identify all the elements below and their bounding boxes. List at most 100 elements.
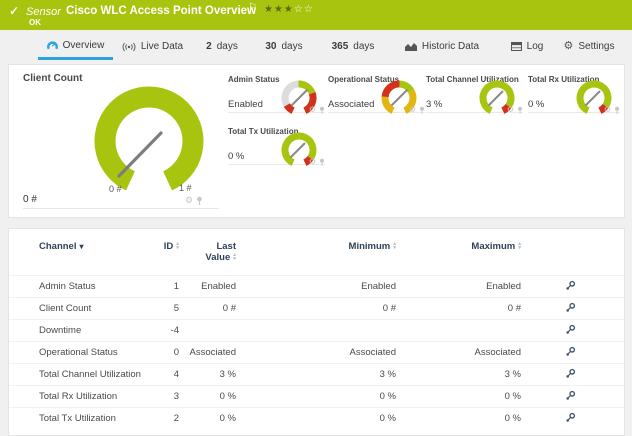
channel-id: 3: [173, 391, 179, 402]
tab-label: Overview: [62, 39, 105, 51]
channel-name[interactable]: Downtime: [39, 325, 82, 336]
stars-filled[interactable]: ★★★: [264, 4, 294, 15]
col-header-id[interactable]: ID ▴ ▾: [163, 240, 179, 252]
gauge-needle: [390, 88, 409, 107]
gauge-icon: [46, 40, 58, 51]
last-value: Associated: [189, 347, 236, 358]
channel-settings-wrench-icon[interactable]: [565, 368, 576, 382]
col-header-channel[interactable]: Channel ▾: [39, 241, 84, 252]
divider: [23, 208, 219, 209]
channel-id: 0: [173, 347, 179, 358]
channel-settings-wrench-icon[interactable]: [565, 302, 576, 316]
sort-icon: ▴ ▾: [393, 240, 396, 252]
tab-label: days: [353, 41, 375, 52]
maximum-value: 0 #: [507, 303, 521, 314]
total-rx-utilization-gauge-block: Total Rx Utilization 0 % ⚙: [528, 75, 620, 114]
minimum-value: 3 %: [379, 369, 396, 380]
gauge-needle: [290, 88, 309, 107]
tab-overview[interactable]: Overview: [38, 33, 113, 60]
channel-settings-wrench-icon[interactable]: [565, 346, 576, 360]
gauge-settings-gear-icon[interactable]: ⚙: [603, 105, 611, 114]
channel-id: 2: [173, 413, 179, 424]
pin-icon[interactable]: [319, 106, 325, 114]
channel-name[interactable]: Client Count: [39, 303, 92, 314]
client-count-title: Client Count: [23, 73, 83, 84]
sensor-title: Cisco WLC Access Point Overview: [66, 5, 257, 17]
table-row: Total Tx Utilization 2 0 % 0 % 0 %: [9, 407, 624, 429]
gauge-title: Total Channel Utilization: [426, 75, 519, 84]
gauge-settings-gear-icon[interactable]: ⚙: [408, 105, 416, 114]
gauge-settings-gear-icon[interactable]: ⚙: [308, 157, 316, 166]
channel-settings-wrench-icon[interactable]: [565, 390, 576, 404]
tab-settings[interactable]: ⚙ Settings: [562, 33, 616, 60]
col-header-minimum[interactable]: Minimum ▴ ▾: [348, 240, 396, 252]
gauge-settings-gear-icon[interactable]: ⚙: [308, 105, 316, 114]
pin-icon[interactable]: [517, 106, 523, 114]
last-value: Enabled: [201, 281, 236, 292]
channel-name[interactable]: Total Channel Utilization: [39, 369, 141, 380]
gauge-needle: [584, 90, 601, 107]
flag-icon[interactable]: ⚐: [248, 2, 257, 13]
tab-365-days[interactable]: 365 days: [320, 33, 386, 60]
minimum-value: Enabled: [361, 281, 396, 292]
client-count-value: 0 #: [23, 194, 37, 205]
tab-historic-data[interactable]: Historic Data: [396, 33, 488, 60]
channel-id: 1: [173, 281, 179, 292]
table-row: Total Rx Utilization 3 0 % 0 % 0 %: [9, 385, 624, 407]
gear-icon: ⚙: [563, 40, 574, 52]
tab-label: Historic Data: [421, 41, 480, 52]
maximum-value: 3 %: [504, 369, 521, 380]
channel-name[interactable]: Operational Status: [39, 347, 118, 358]
sort-icon: ▴ ▾: [518, 240, 521, 252]
operational-status-gauge-block: Operational Status Associated ⚙: [328, 75, 425, 114]
minimum-value: 0 %: [379, 391, 396, 402]
tab-label: Settings: [578, 41, 615, 52]
tab-label: days: [281, 41, 303, 52]
channel-settings-wrench-icon[interactable]: [565, 412, 576, 426]
gauge-needle: [289, 142, 306, 159]
tab-number: 30: [265, 41, 277, 52]
last-value: 0 %: [219, 391, 236, 402]
channel-name[interactable]: Total Rx Utilization: [39, 391, 118, 402]
channel-settings-wrench-icon[interactable]: [565, 280, 576, 294]
col-header-maximum[interactable]: Maximum ▴ ▾: [471, 240, 521, 252]
gauge-max-label: 1 #: [179, 183, 192, 193]
gauge-min-label: 0 #: [109, 184, 122, 194]
tab-live-data[interactable]: Live Data: [115, 33, 190, 60]
gauge-value: 3 %: [426, 99, 443, 110]
channel-table-panel: Channel ▾ ID ▴ ▾ Last Value ▴ ▾ Minimum ▴ ▾ Maxi…: [8, 228, 625, 436]
maximum-value: 0 %: [504, 413, 521, 424]
tab-30-days[interactable]: 30 days: [256, 33, 312, 60]
operational-status-gauge: [381, 80, 417, 114]
channel-settings-wrench-icon[interactable]: [565, 324, 576, 338]
tab-label: Live Data: [140, 41, 184, 52]
minimum-value: 0 #: [382, 303, 396, 314]
gauge-needle: [117, 131, 163, 178]
gauge-settings-gear-icon[interactable]: ⚙: [185, 195, 194, 205]
pin-icon[interactable]: [196, 196, 203, 205]
pin-icon[interactable]: [319, 158, 325, 166]
sort-desc-icon: ▾: [79, 242, 84, 251]
maximum-value: 0 %: [504, 391, 521, 402]
channel-id: -4: [170, 325, 179, 336]
admin-status-gauge: [281, 80, 317, 114]
channel-name[interactable]: Admin Status: [39, 281, 96, 292]
gauge-settings-gear-icon[interactable]: ⚙: [506, 105, 514, 114]
priority-stars[interactable]: ★★★☆☆: [264, 4, 314, 15]
admin-status-gauge-block: Admin Status Enabled ⚙: [228, 75, 325, 114]
signal-icon: [122, 42, 136, 52]
pin-icon[interactable]: [614, 106, 620, 114]
minimum-value: Associated: [349, 347, 396, 358]
total-tx-utilization-gauge: [281, 132, 317, 166]
last-value: 0 #: [222, 303, 236, 314]
table-row: Admin Status 1 Enabled Enabled Enabled: [9, 275, 624, 297]
object-kind-label: Sensor: [26, 6, 61, 18]
col-header-last-value[interactable]: Last Value ▴ ▾: [205, 241, 236, 263]
gauge-value: Associated: [328, 99, 375, 110]
tab-label: days: [216, 41, 238, 52]
pin-icon[interactable]: [419, 106, 425, 114]
tab-log[interactable]: Log: [508, 33, 546, 60]
tab-2-days[interactable]: 2 days: [196, 33, 248, 60]
stars-empty[interactable]: ☆☆: [293, 4, 314, 15]
channel-name[interactable]: Total Tx Utilization: [39, 413, 116, 424]
